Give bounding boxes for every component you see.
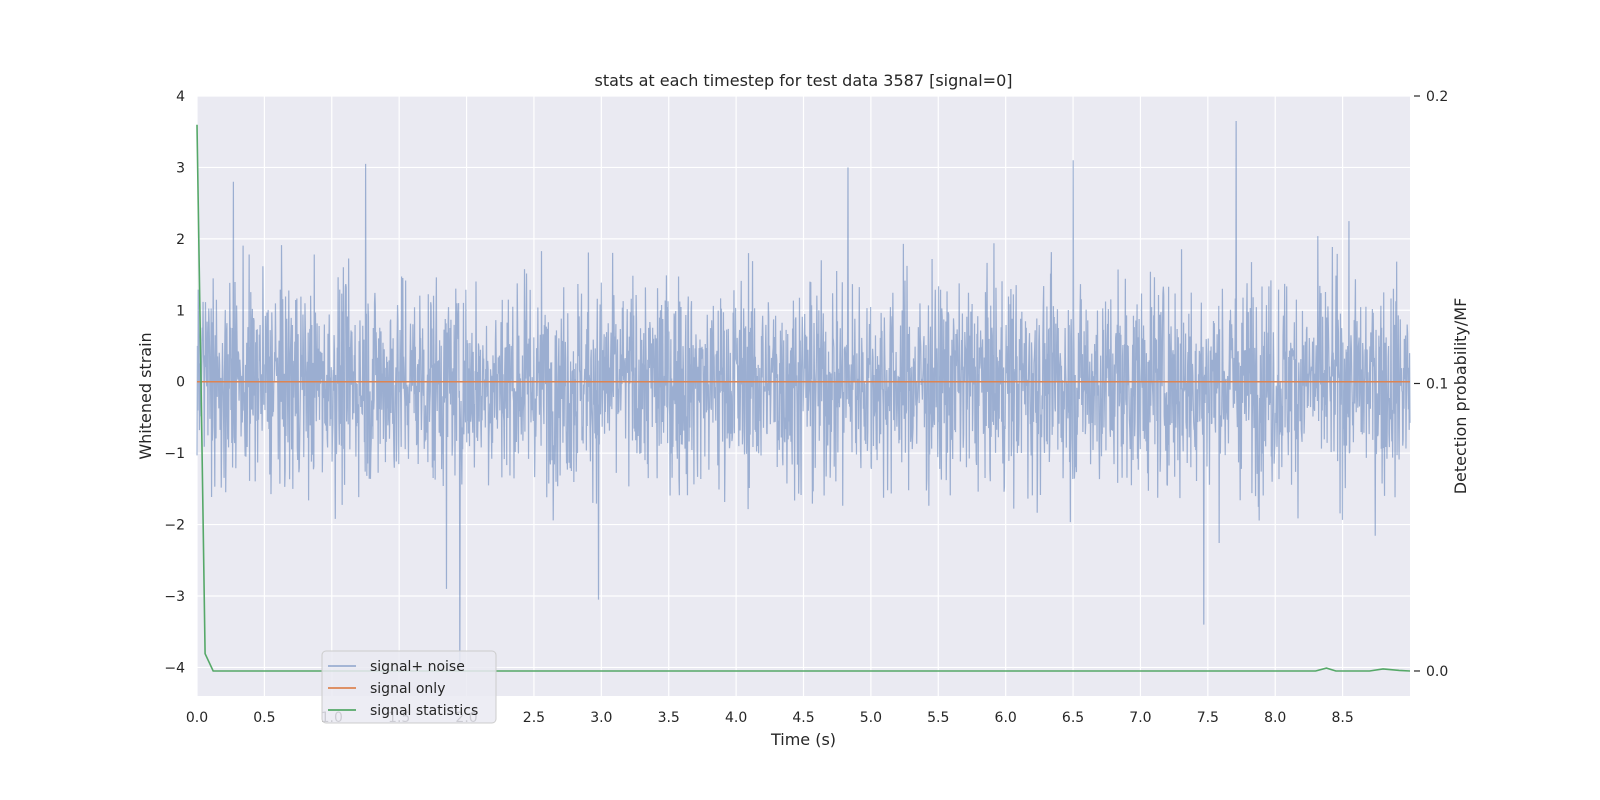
legend: signal+ noise signal only signal statistic… — [321, 650, 497, 724]
x-tick-label: 5.0 — [860, 710, 882, 726]
series-signal-noise — [196, 120, 1411, 668]
x-tick-label: 6.0 — [995, 710, 1017, 726]
y-tick-label: 2 — [176, 232, 185, 248]
x-axis-label: Time (s) — [770, 730, 836, 749]
y-tick-label: −4 — [164, 660, 185, 676]
y-tick-label: 3 — [176, 160, 185, 176]
y-axis-label: Whitened strain — [136, 332, 155, 459]
legend-entry: signal only — [370, 681, 445, 697]
x-tick-label: 7.0 — [1129, 710, 1151, 726]
y-tick-label: 0 — [176, 375, 185, 391]
y2-tick-label: 0.0 — [1426, 664, 1448, 680]
x-tick-label: 3.0 — [590, 710, 612, 726]
x-tick-label: 7.5 — [1197, 710, 1219, 726]
series-lines — [196, 124, 1411, 672]
y-tick-label: −3 — [164, 589, 185, 605]
x-tick-label: 2.5 — [523, 710, 545, 726]
x-tick-label: 3.5 — [658, 710, 680, 726]
legend-entry: signal statistics — [370, 703, 478, 719]
x-tick-label: 0.0 — [186, 710, 208, 726]
x-tick-label: 4.5 — [792, 710, 814, 726]
x-tick-label: 6.5 — [1062, 710, 1084, 726]
y2-axis-label: Detection probability/MF — [1451, 298, 1470, 495]
chart-title: stats at each timestep for test data 358… — [594, 71, 1012, 90]
y-tick-label: 4 — [176, 89, 185, 105]
legend-box — [321, 650, 497, 724]
x-tick-label: 4.0 — [725, 710, 747, 726]
x-tick-label: 0.5 — [253, 710, 275, 726]
y-tick-label: −2 — [164, 518, 185, 534]
series-signal-statistics-line — [196, 124, 1411, 672]
x-tick-label: 5.5 — [927, 710, 949, 726]
y2-tick-label: 0.2 — [1426, 89, 1448, 105]
x-tick-label: 8.0 — [1264, 710, 1286, 726]
legend-entry: signal+ noise — [370, 659, 465, 675]
x-tick-label: 8.5 — [1331, 710, 1353, 726]
y-tick-label: −1 — [164, 446, 185, 462]
y2-tick-label: 0.1 — [1426, 376, 1448, 392]
y-tick-label: 1 — [176, 303, 185, 319]
series-signal-noise-line — [196, 120, 1411, 668]
